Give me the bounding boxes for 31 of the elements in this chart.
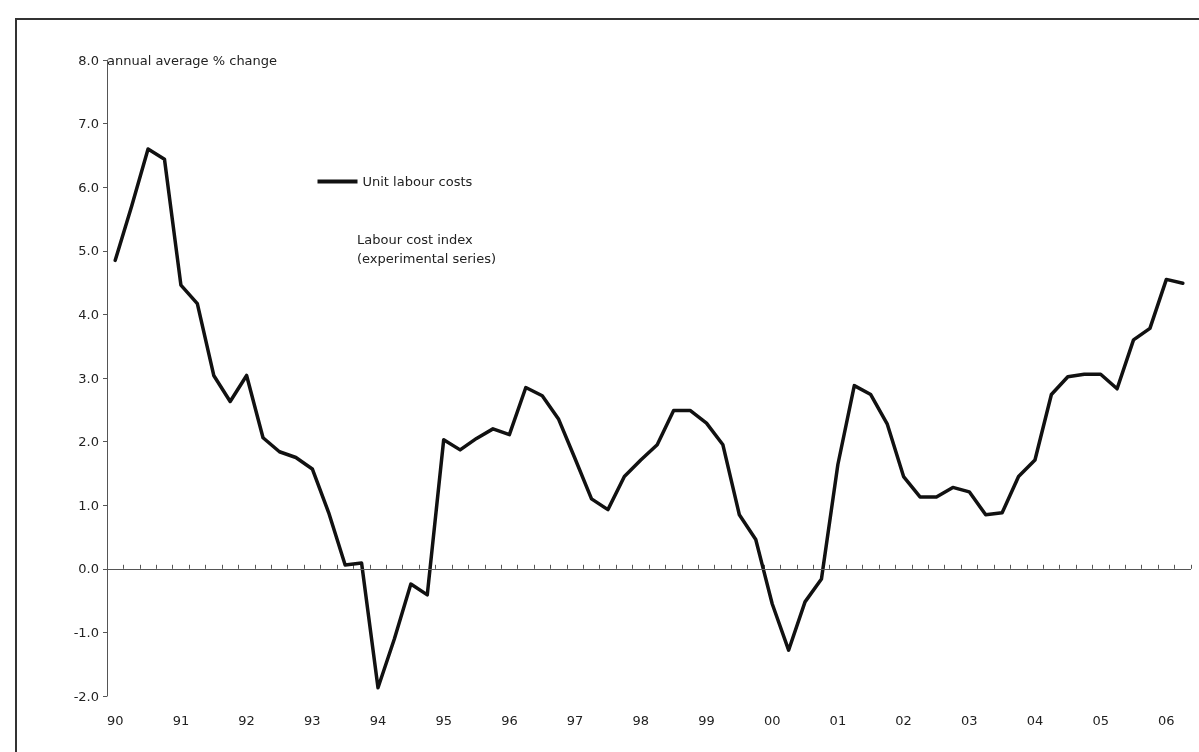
x-tick-label: 91 [172,713,190,728]
y-tick-label: -2.0 [73,688,99,704]
x-tick-label: 05 [1092,713,1109,728]
x-tick-label: 95 [435,713,452,728]
x-tick-label: 92 [238,713,255,728]
y-tick-label: 3.0 [78,370,99,386]
x-tick-label: 99 [698,713,715,728]
y-tick-label: 0.0 [78,561,99,577]
legend-label: Unit labour costs [362,174,473,189]
y-tick-label: 8.0 [78,52,99,68]
x-tick-label: 96 [501,713,518,728]
y-tick-label: 2.0 [78,434,99,450]
y-tick-label: 4.0 [78,306,99,322]
y-tick-label: -1.0 [73,624,99,640]
x-tick-label: 02 [895,713,912,728]
x-tick-label: 00 [763,713,781,728]
y-tick-label: 1.0 [78,497,99,513]
x-tick-label: 98 [632,713,650,728]
x-tick-label: 06 [1158,713,1175,728]
x-tick-label: 90 [106,713,124,728]
x-tick-label: 03 [961,713,978,728]
x-tick-label: 01 [829,713,847,728]
x-tick-label: 93 [304,713,321,728]
x-tick-label: 97 [566,713,584,728]
x-tick-label: 04 [1026,713,1044,728]
y-axis-title: annual average % change [107,53,278,68]
annotation: Labour cost index (experimental series) [357,232,497,266]
y-tick-label: 7.0 [78,116,99,132]
x-tick-label: 94 [369,713,387,728]
y-tick-label: 6.0 [78,179,99,195]
y-tick-label: 5.0 [78,243,99,259]
